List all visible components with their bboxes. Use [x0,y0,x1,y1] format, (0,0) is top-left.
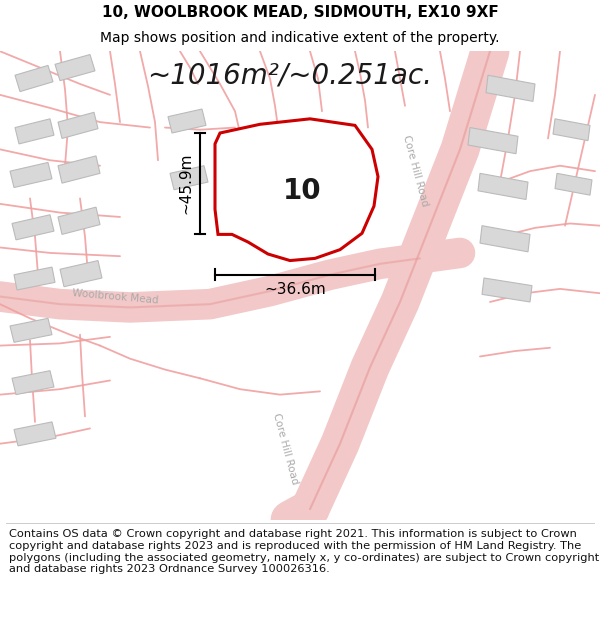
Text: 10: 10 [283,177,322,205]
Polygon shape [10,162,52,188]
Polygon shape [60,261,102,287]
Polygon shape [14,267,55,290]
Polygon shape [58,112,98,139]
Polygon shape [482,278,532,302]
Text: Core Hill Road: Core Hill Road [401,134,430,208]
Polygon shape [14,422,56,446]
Polygon shape [12,371,54,394]
Polygon shape [468,127,518,154]
Polygon shape [58,207,100,234]
Text: ~1016m²/~0.251ac.: ~1016m²/~0.251ac. [148,61,433,89]
Polygon shape [15,119,54,144]
Text: Map shows position and indicative extent of the property.: Map shows position and indicative extent… [100,31,500,46]
Text: ~45.9m: ~45.9m [179,153,193,214]
Polygon shape [15,66,53,92]
Polygon shape [478,173,528,199]
Text: 10, WOOLBROOK MEAD, SIDMOUTH, EX10 9XF: 10, WOOLBROOK MEAD, SIDMOUTH, EX10 9XF [101,5,499,20]
Polygon shape [55,54,95,81]
Text: Core Hill Road: Core Hill Road [271,412,299,486]
Polygon shape [58,156,100,183]
Polygon shape [10,318,52,342]
Polygon shape [12,215,54,240]
Polygon shape [486,75,535,101]
Polygon shape [480,226,530,252]
Text: Woolbrook Mead: Woolbrook Mead [71,288,158,305]
Text: Contains OS data © Crown copyright and database right 2021. This information is : Contains OS data © Crown copyright and d… [9,529,599,574]
Text: ~36.6m: ~36.6m [264,282,326,298]
Polygon shape [168,109,206,133]
Polygon shape [555,173,592,195]
Polygon shape [215,119,378,261]
Polygon shape [170,166,208,190]
Polygon shape [553,119,590,141]
